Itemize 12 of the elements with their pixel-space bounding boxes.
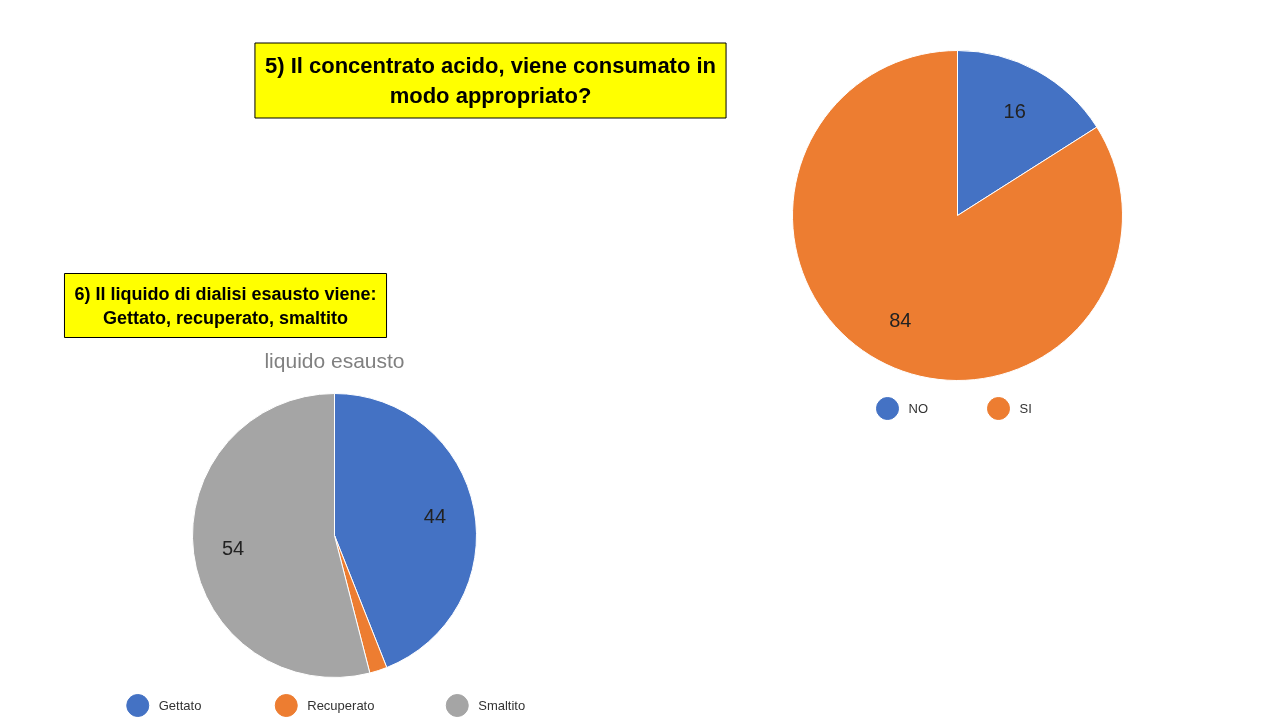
- legend-label: SI: [1019, 401, 1032, 416]
- legend-label: Smaltito: [478, 698, 526, 713]
- data-label: 44: [423, 505, 447, 528]
- legend-label: Gettato: [158, 698, 202, 713]
- legend-label: Recuperato: [307, 698, 375, 713]
- data-label: 84: [889, 308, 912, 331]
- chart-subtitle: liquido esausto: [264, 349, 405, 372]
- chart-title: 6) Il liquido di dialisi esausto viene: Gettato, recuperato, smaltito: [74, 283, 377, 328]
- data-label: 16: [1003, 100, 1026, 123]
- legend-label: NO: [908, 401, 928, 416]
- data-label: 54: [221, 537, 245, 560]
- text: 5) Il concentrato acido, viene consumato in modo appropriato?: [264, 53, 717, 108]
